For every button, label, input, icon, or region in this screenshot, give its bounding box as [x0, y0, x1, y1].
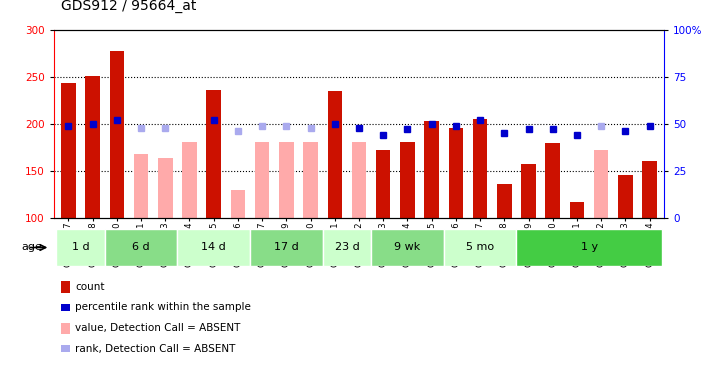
Bar: [279, 142, 294, 218]
Bar: [444, 229, 516, 266]
Bar: [255, 142, 269, 218]
Bar: [134, 154, 149, 218]
Bar: [322, 229, 371, 266]
Text: 14 d: 14 d: [201, 243, 226, 252]
Bar: [182, 142, 197, 218]
Bar: [546, 142, 560, 218]
Bar: [569, 202, 584, 217]
Bar: [61, 82, 75, 218]
Text: 6 d: 6 d: [132, 243, 150, 252]
Text: 1 y: 1 y: [581, 243, 597, 252]
Bar: [105, 229, 177, 266]
Text: value, Detection Call = ABSENT: value, Detection Call = ABSENT: [75, 323, 241, 333]
Text: age: age: [22, 243, 42, 252]
Bar: [473, 119, 488, 218]
Bar: [400, 142, 415, 218]
Bar: [352, 142, 366, 218]
Bar: [85, 76, 100, 217]
Text: count: count: [75, 282, 105, 292]
Bar: [327, 91, 342, 218]
Bar: [516, 229, 662, 266]
Bar: [424, 121, 439, 218]
Bar: [371, 229, 444, 266]
Bar: [449, 128, 463, 218]
Text: 23 d: 23 d: [335, 243, 359, 252]
Bar: [207, 90, 221, 218]
Bar: [376, 150, 391, 217]
Bar: [303, 142, 318, 218]
Text: rank, Detection Call = ABSENT: rank, Detection Call = ABSENT: [75, 344, 236, 354]
Text: percentile rank within the sample: percentile rank within the sample: [75, 303, 251, 312]
Bar: [230, 190, 245, 217]
Text: 17 d: 17 d: [274, 243, 299, 252]
Bar: [250, 229, 322, 266]
Text: GDS912 / 95664_at: GDS912 / 95664_at: [61, 0, 197, 13]
Text: 9 wk: 9 wk: [394, 243, 421, 252]
Bar: [521, 164, 536, 218]
Bar: [497, 184, 511, 218]
Bar: [177, 229, 250, 266]
Bar: [618, 176, 633, 217]
Bar: [594, 150, 608, 217]
Bar: [643, 161, 657, 218]
Bar: [56, 229, 105, 266]
Text: 5 mo: 5 mo: [466, 243, 494, 252]
Bar: [158, 158, 172, 218]
Text: 1 d: 1 d: [72, 243, 89, 252]
Bar: [110, 51, 124, 217]
